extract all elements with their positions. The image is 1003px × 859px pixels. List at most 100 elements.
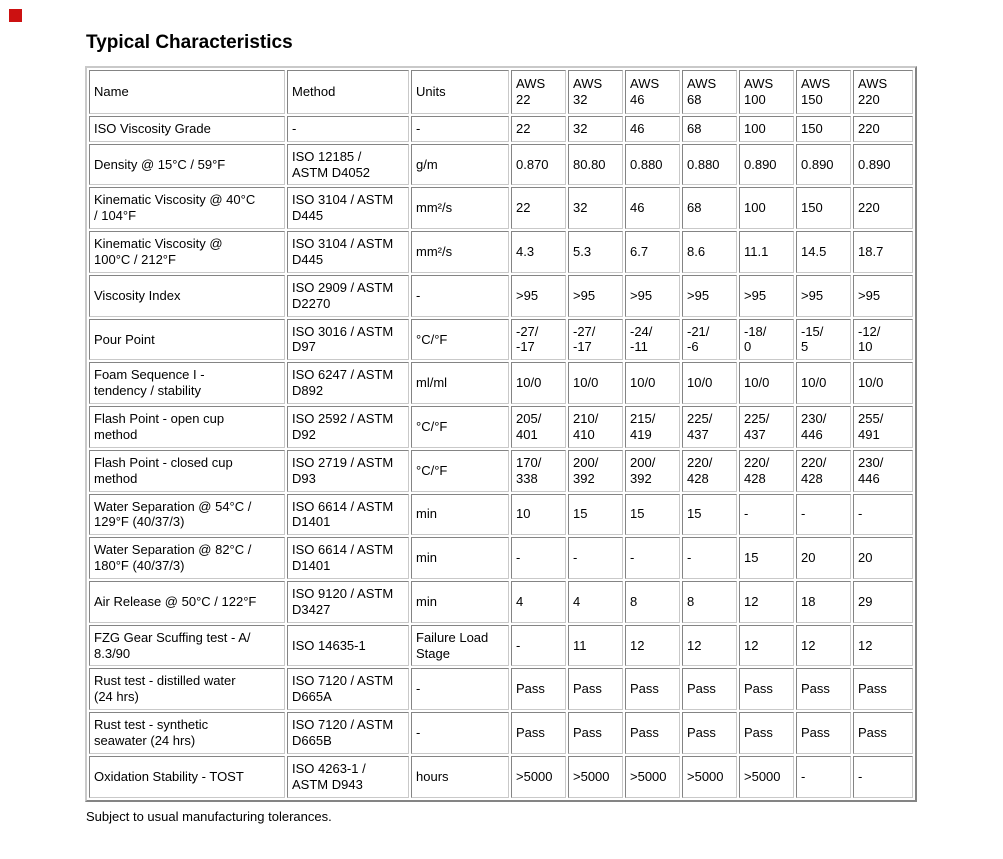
row-value-cell: -24/ -11	[625, 318, 680, 361]
row-value-cell: -	[511, 537, 566, 579]
row-name-cell: Water Separation @ 54°C / 129°F (40/37/3…	[89, 493, 285, 536]
row-value-cell: 100	[739, 187, 794, 230]
row-value-cell: 46	[625, 115, 680, 142]
row-value-cell: 0.880	[682, 143, 737, 186]
row-value-cell: -27/ -17	[568, 318, 623, 361]
row-value-cell: >5000	[739, 755, 794, 798]
table-row: Rust test - synthetic seawater (24 hrs) I…	[89, 712, 913, 754]
row-value-cell: Pass	[511, 668, 566, 711]
row-value-cell: 220	[853, 187, 913, 230]
row-method-cell: ISO 4263-1 / ASTM D943	[287, 755, 409, 798]
row-units-cell: °C/°F	[411, 449, 509, 492]
row-units-cell: min	[411, 580, 509, 623]
row-method-cell: ISO 3016 / ASTM D97	[287, 318, 409, 361]
row-value-cell: Pass	[739, 712, 794, 754]
row-method-cell: ISO 2592 / ASTM D92	[287, 406, 409, 448]
row-value-cell: -	[511, 624, 566, 667]
row-value-cell: 11.1	[739, 231, 794, 273]
row-value-cell: 18.7	[853, 231, 913, 273]
row-method-cell: -	[287, 115, 409, 142]
column-header: AWS 22	[511, 69, 566, 114]
row-value-cell: 150	[796, 115, 851, 142]
row-value-cell: 150	[796, 187, 851, 230]
row-name-cell: Pour Point	[89, 318, 285, 361]
table-row: Water Separation @ 82°C / 180°F (40/37/3…	[89, 537, 913, 579]
row-method-cell: ISO 9120 / ASTM D3427	[287, 580, 409, 623]
row-value-cell: 10/0	[739, 362, 794, 405]
row-value-cell: 22	[511, 115, 566, 142]
row-value-cell: 8	[682, 580, 737, 623]
row-name-cell: Rust test - distilled water (24 hrs)	[89, 668, 285, 711]
row-value-cell: 12	[853, 624, 913, 667]
row-value-cell: Pass	[682, 712, 737, 754]
table-row: Kinematic Viscosity @ 100°C / 212°F ISO 3…	[89, 231, 913, 273]
row-method-cell: ISO 12185 / ASTM D4052	[287, 143, 409, 186]
row-name-cell: Water Separation @ 82°C / 180°F (40/37/3…	[89, 537, 285, 579]
row-value-cell: >5000	[511, 755, 566, 798]
row-value-cell: >5000	[682, 755, 737, 798]
column-header: AWS 32	[568, 69, 623, 114]
row-name-cell: Flash Point - closed cup method	[89, 449, 285, 492]
row-value-cell: 12	[682, 624, 737, 667]
row-value-cell: 32	[568, 115, 623, 142]
row-value-cell: 6.7	[625, 231, 680, 273]
row-value-cell: 14.5	[796, 231, 851, 273]
row-name-cell: Rust test - synthetic seawater (24 hrs)	[89, 712, 285, 754]
row-value-cell: 10/0	[796, 362, 851, 405]
table-row: Rust test - distilled water (24 hrs) ISO …	[89, 668, 913, 711]
row-value-cell: 68	[682, 115, 737, 142]
row-units-cell: °C/°F	[411, 318, 509, 361]
row-name-cell: Flash Point - open cup method	[89, 406, 285, 448]
table-row: Water Separation @ 54°C / 129°F (40/37/3…	[89, 493, 913, 536]
column-header: AWS 46	[625, 69, 680, 114]
row-value-cell: 4.3	[511, 231, 566, 273]
row-value-cell: Pass	[796, 712, 851, 754]
table-row: Oxidation Stability - TOST ISO 4263-1 / A…	[89, 755, 913, 798]
row-name-cell: Density @ 15°C / 59°F	[89, 143, 285, 186]
row-value-cell: 230/ 446	[853, 449, 913, 492]
row-value-cell: 10/0	[853, 362, 913, 405]
row-method-cell: ISO 14635-1	[287, 624, 409, 667]
row-value-cell: 80.80	[568, 143, 623, 186]
row-value-cell: 220	[853, 115, 913, 142]
row-value-cell: -12/ 10	[853, 318, 913, 361]
column-header: Method	[287, 69, 409, 114]
row-value-cell: 20	[796, 537, 851, 579]
row-value-cell: -	[739, 493, 794, 536]
row-value-cell: 4	[511, 580, 566, 623]
typical-characteristics-table: Name Method Units AWS 22 AWS 32 AWS 46 AWS 68 A…	[85, 65, 917, 802]
row-value-cell: >95	[682, 274, 737, 317]
row-units-cell: -	[411, 115, 509, 142]
row-value-cell: 0.890	[739, 143, 794, 186]
table-row: FZG Gear Scuffing test - A/ 8.3/90 ISO 14…	[89, 624, 913, 667]
row-value-cell: -	[682, 537, 737, 579]
row-name-cell: Air Release @ 50°C / 122°F	[89, 580, 285, 623]
row-units-cell: min	[411, 493, 509, 536]
row-value-cell: -	[853, 493, 913, 536]
row-method-cell: ISO 6614 / ASTM D1401	[287, 493, 409, 536]
row-value-cell: Pass	[853, 668, 913, 711]
row-value-cell: 46	[625, 187, 680, 230]
row-value-cell: >95	[739, 274, 794, 317]
row-value-cell: Pass	[682, 668, 737, 711]
row-name-cell: Viscosity Index	[89, 274, 285, 317]
row-units-cell: min	[411, 537, 509, 579]
row-value-cell: >5000	[568, 755, 623, 798]
row-units-cell: hours	[411, 755, 509, 798]
row-units-cell: mm²/s	[411, 187, 509, 230]
table-row: Pour Point ISO 3016 / ASTM D97 °C/°F -27/ -…	[89, 318, 913, 361]
row-value-cell: Pass	[625, 668, 680, 711]
row-value-cell: 20	[853, 537, 913, 579]
row-value-cell: -15/ 5	[796, 318, 851, 361]
row-method-cell: ISO 2909 / ASTM D2270	[287, 274, 409, 317]
row-value-cell: 15	[568, 493, 623, 536]
table-row: ISO Viscosity Grade - -22 32 46 68 100 150 220	[89, 115, 913, 142]
row-value-cell: 29	[853, 580, 913, 623]
row-value-cell: 12	[796, 624, 851, 667]
row-value-cell: >95	[568, 274, 623, 317]
row-units-cell: mm²/s	[411, 231, 509, 273]
row-value-cell: 11	[568, 624, 623, 667]
row-units-cell: g/m	[411, 143, 509, 186]
row-value-cell: 10/0	[682, 362, 737, 405]
row-value-cell: 220/ 428	[739, 449, 794, 492]
